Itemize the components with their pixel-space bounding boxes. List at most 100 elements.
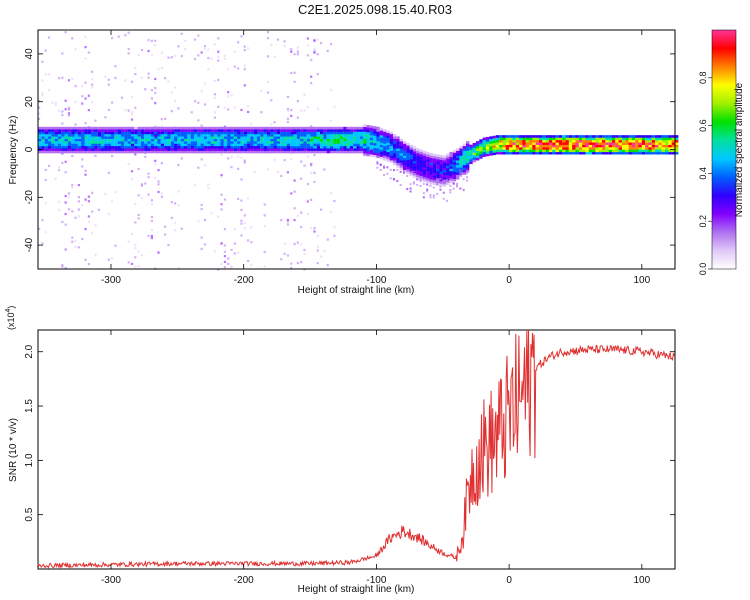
heatmap-ridge-cell: [44, 131, 49, 135]
heatmap-noise-cell: [57, 200, 61, 203]
heatmap-ridge-cell: [535, 149, 540, 153]
heatmap-noise-cell: [127, 52, 130, 55]
heatmap-ridge-cell: [512, 137, 516, 141]
heatmap-scatter-cell: [412, 181, 415, 184]
heatmap-ridge-cell: [366, 153, 370, 157]
heatmap-scatter-cell: [406, 188, 409, 191]
heatmap-ridge-cell: [94, 141, 98, 144]
heatmap-ridge-cell: [485, 139, 490, 142]
heatmap-ridge-cell: [565, 135, 569, 138]
heatmap-ridge-cell: [479, 151, 483, 154]
heatmap-noise-cell: [124, 79, 127, 82]
heatmap-ridge-cell: [104, 148, 108, 151]
heatmap-ridge-cell: [608, 135, 613, 138]
heatmap-ridge-cell: [263, 141, 268, 144]
heatmap-ridge-cell: [91, 141, 95, 144]
heatmap-noise-cell: [296, 100, 299, 103]
heatmap-ridge-cell: [499, 151, 503, 155]
heatmap-ridge-cell: [472, 157, 477, 160]
heatmap-ridge-cell: [522, 135, 526, 138]
heatmap-ridge-cell: [300, 136, 304, 139]
heatmap-ridge-cell: [668, 139, 672, 143]
heatmap-ridge-cell: [449, 168, 453, 172]
heatmap-ridge-cell: [230, 138, 234, 142]
heatmap-noise-cell: [313, 180, 316, 184]
heatmap-ridge-cell: [157, 129, 161, 132]
heatmap-ridge-cell: [565, 142, 569, 145]
heatmap-noise-cell: [286, 218, 290, 222]
heatmap-noise-cell: [134, 243, 137, 246]
heatmap-ridge-cell: [207, 150, 211, 154]
heatmap-ridge-cell: [349, 129, 354, 132]
heatmap-noise-cell: [203, 218, 207, 222]
heatmap-noise-cell: [320, 208, 323, 211]
heatmap-ridge-cell: [283, 148, 287, 151]
heatmap-ridge-cell: [419, 159, 423, 162]
heatmap-ridge-cell: [283, 136, 287, 139]
heatmap-ridge-cell: [147, 129, 151, 132]
heatmap-ridge-cell: [150, 141, 155, 144]
heatmap-ridge-cell: [51, 131, 55, 135]
heatmap-ridge-cell: [313, 131, 317, 135]
heatmap-ridge-cell: [197, 138, 201, 142]
heatmap-noise-cell: [300, 225, 303, 229]
heatmap-noise-cell: [333, 199, 336, 203]
heatmap-ridge-cell: [120, 148, 125, 151]
heatmap-noise-cell: [280, 219, 283, 222]
heatmap-ridge-cell: [47, 143, 52, 147]
heatmap-y-tick-label: 20: [24, 96, 35, 108]
heatmap-noise-cell: [276, 38, 280, 41]
heatmap-ridge-cell: [608, 142, 613, 145]
heatmap-ridge-cell: [645, 135, 649, 138]
heatmap-ridge-cell: [296, 150, 301, 154]
heatmap-ridge-cell: [519, 151, 523, 155]
heatmap-ridge-cell: [147, 150, 151, 154]
heatmap-ridge-cell: [356, 150, 360, 154]
heatmap-noise-cell: [107, 258, 110, 261]
heatmap-ridge-cell: [499, 142, 503, 145]
heatmap-ridge-cell: [661, 137, 666, 141]
heatmap-ridge-cell: [373, 140, 377, 144]
heatmap-ridge-cell: [127, 133, 131, 137]
heatmap-noise-cell: [237, 197, 240, 201]
heatmap-ridge-cell: [369, 132, 374, 136]
heatmap-ridge-cell: [369, 144, 374, 148]
heatmap-noise-cell: [286, 109, 290, 113]
heatmap-ridge-cell: [505, 147, 510, 150]
heatmap-ridge-cell: [598, 147, 603, 150]
heatmap-noise-cell: [286, 107, 290, 111]
heatmap-ridge-cell: [588, 144, 593, 148]
heatmap-ridge-cell: [592, 135, 596, 138]
heatmap-ridge-cell: [505, 151, 510, 155]
heatmap-ridge-cell: [227, 145, 231, 149]
heatmap-ridge-cell: [51, 150, 55, 154]
heatmap-noise-cell: [94, 254, 97, 257]
heatmap-ridge-cell: [336, 138, 340, 142]
heatmap-ridge-cell: [97, 138, 102, 142]
heatmap-noise-cell: [38, 112, 41, 115]
heatmap-ridge-cell: [207, 136, 211, 139]
heatmap-ridge-cell: [475, 150, 480, 154]
heatmap-ridge-cell: [359, 131, 364, 135]
heatmap-ridge-cell: [469, 156, 473, 160]
heatmap-ridge-cell: [230, 131, 234, 135]
heatmap-noise-cell: [203, 48, 207, 51]
heatmap-ridge-cell: [538, 139, 543, 143]
heatmap-ridge-cell: [190, 150, 195, 154]
heatmap-noise-cell: [316, 262, 319, 265]
heatmap-ridge-cell: [519, 139, 523, 143]
heatmap-ridge-cell: [386, 139, 390, 143]
heatmap-ridge-cell: [615, 144, 619, 148]
heatmap-ridge-cell: [64, 129, 68, 132]
heatmap-ridge-cell: [525, 135, 530, 138]
heatmap-ridge-cell: [273, 148, 277, 151]
heatmap-ridge-cell: [263, 148, 268, 151]
heatmap-ridge-cell: [343, 133, 347, 137]
heatmap-ridge-cell: [565, 149, 569, 153]
heatmap-ridge-cell: [635, 149, 639, 153]
heatmap-ridge-cell: [253, 148, 258, 151]
heatmap-ridge-cell: [303, 131, 307, 135]
heatmap-ridge-cell: [568, 142, 573, 145]
heatmap-ridge-cell: [120, 136, 125, 139]
heatmap-ridge-cell: [426, 166, 430, 169]
